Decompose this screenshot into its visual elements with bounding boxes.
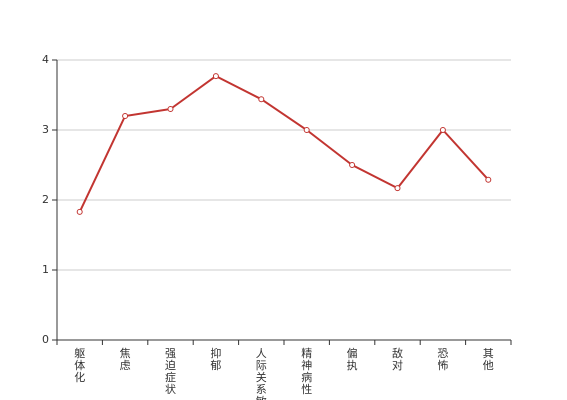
tick-labels: 0 1 2 3 4 躯体化 焦虑 强迫症状 抑郁 人际关系敏感 精神病性 偏执 敌对 恐怖 其他 — [42, 53, 494, 400]
x-tick-label: 躯体化 — [74, 347, 85, 384]
data-point[interactable] — [212, 73, 219, 80]
data-point[interactable] — [122, 113, 129, 119]
data-point[interactable] — [258, 96, 265, 103]
grid-lines — [57, 59, 511, 271]
x-tick-label: 恐怖 — [437, 347, 448, 372]
x-tick-label: 抑郁 — [210, 346, 221, 372]
y-tick-label: 1 — [42, 263, 49, 276]
series-line — [78, 75, 490, 213]
x-tick-label: 偏执 — [347, 346, 358, 372]
y-tick-label: 2 — [42, 193, 49, 206]
x-tick-label: 人际关系敏感 — [256, 347, 267, 400]
series — [76, 73, 492, 215]
data-point[interactable] — [485, 176, 492, 183]
x-tick-label: 强迫症状 — [165, 347, 176, 396]
data-point[interactable] — [439, 127, 446, 133]
axes — [52, 59, 512, 345]
x-tick-label: 焦虑 — [120, 347, 131, 372]
data-point[interactable] — [394, 185, 401, 192]
y-tick-label: 0 — [42, 333, 49, 346]
x-tick-label: 精神病性 — [301, 347, 312, 396]
data-point[interactable] — [76, 208, 83, 215]
x-tick-label: 敌对 — [392, 346, 403, 372]
data-point[interactable] — [167, 106, 174, 112]
data-point[interactable] — [349, 162, 356, 168]
x-tick-label: 其他 — [483, 347, 494, 372]
data-point[interactable] — [303, 127, 310, 133]
y-tick-label: 3 — [42, 123, 49, 136]
y-tick-label: 4 — [42, 53, 49, 66]
